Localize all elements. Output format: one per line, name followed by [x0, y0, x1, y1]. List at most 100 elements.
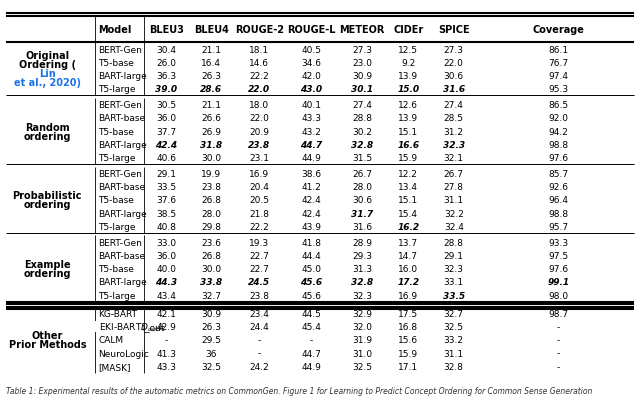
- Text: 16.9: 16.9: [249, 169, 269, 178]
- Text: 13.4: 13.4: [398, 182, 419, 191]
- Text: 30.0: 30.0: [201, 154, 221, 163]
- Text: 32.4: 32.4: [444, 222, 464, 231]
- Text: 94.2: 94.2: [548, 127, 568, 136]
- Text: -: -: [557, 335, 560, 344]
- Text: T5-base: T5-base: [99, 127, 134, 136]
- Text: Example: Example: [24, 259, 70, 270]
- Text: -: -: [164, 335, 168, 344]
- Text: 99.1: 99.1: [547, 278, 570, 287]
- Text: 86.1: 86.1: [548, 45, 568, 54]
- Text: 31.1: 31.1: [444, 349, 464, 357]
- Text: 16.2: 16.2: [397, 222, 419, 231]
- Text: 42.4: 42.4: [301, 196, 321, 205]
- Text: 40.0: 40.0: [156, 264, 177, 273]
- Text: 23.8: 23.8: [249, 291, 269, 300]
- Text: 98.0: 98.0: [548, 291, 568, 300]
- Text: 39.0: 39.0: [156, 85, 177, 94]
- Text: 31.9: 31.9: [352, 335, 372, 344]
- Text: CALM: CALM: [99, 335, 124, 344]
- Text: 17.5: 17.5: [398, 309, 419, 318]
- Text: 22.0: 22.0: [248, 85, 270, 94]
- Text: 28.6: 28.6: [200, 85, 222, 94]
- Text: -: -: [557, 349, 560, 357]
- Text: 32.7: 32.7: [444, 309, 464, 318]
- Text: 12.6: 12.6: [398, 101, 419, 110]
- Text: 44.9: 44.9: [301, 362, 321, 371]
- Text: 44.9: 44.9: [301, 154, 321, 163]
- Text: 29.1: 29.1: [444, 251, 464, 260]
- Text: 23.4: 23.4: [249, 309, 269, 318]
- Text: 42.9: 42.9: [156, 322, 177, 331]
- Text: 44.3: 44.3: [156, 278, 177, 287]
- Text: 41.2: 41.2: [301, 182, 321, 191]
- Text: 36.0: 36.0: [156, 114, 177, 123]
- Text: 32.5: 32.5: [201, 362, 221, 371]
- Text: 28.5: 28.5: [444, 114, 464, 123]
- Text: 92.6: 92.6: [548, 182, 568, 191]
- Text: 26.8: 26.8: [201, 196, 221, 205]
- Text: 45.0: 45.0: [301, 264, 321, 273]
- Text: 22.0: 22.0: [249, 114, 269, 123]
- Text: 44.7: 44.7: [301, 349, 321, 357]
- Text: 26.7: 26.7: [444, 169, 464, 178]
- Text: T5-base: T5-base: [99, 196, 134, 205]
- Text: T5-large: T5-large: [99, 222, 136, 231]
- Text: 32.9: 32.9: [352, 309, 372, 318]
- Text: Model: Model: [99, 25, 132, 35]
- Text: 36.0: 36.0: [156, 251, 177, 260]
- Text: 26.6: 26.6: [201, 114, 221, 123]
- Text: 32.3: 32.3: [352, 291, 372, 300]
- Text: 15.6: 15.6: [398, 335, 419, 344]
- Text: 21.1: 21.1: [201, 45, 221, 54]
- Text: 42.1: 42.1: [156, 309, 177, 318]
- Text: 15.1: 15.1: [398, 127, 419, 136]
- Text: 40.1: 40.1: [301, 101, 321, 110]
- Text: 97.6: 97.6: [548, 154, 568, 163]
- Text: T5-large: T5-large: [99, 85, 136, 94]
- Text: 24.5: 24.5: [248, 278, 270, 287]
- Text: -: -: [257, 349, 261, 357]
- Text: 9.2: 9.2: [401, 58, 415, 67]
- Text: Other: Other: [31, 330, 63, 340]
- Text: 26.0: 26.0: [156, 58, 177, 67]
- Text: T5-large: T5-large: [99, 291, 136, 300]
- Text: 44.4: 44.4: [301, 251, 321, 260]
- Text: 28.8: 28.8: [352, 114, 372, 123]
- Text: METEOR: METEOR: [339, 25, 385, 35]
- Text: 45.6: 45.6: [300, 278, 323, 287]
- Text: 20.9: 20.9: [249, 127, 269, 136]
- Text: 32.5: 32.5: [444, 322, 464, 331]
- Text: 13.9: 13.9: [398, 72, 419, 81]
- Text: 20.5: 20.5: [249, 196, 269, 205]
- Text: 98.8: 98.8: [548, 209, 568, 218]
- Text: 31.5: 31.5: [352, 154, 372, 163]
- Text: ROUGE-2: ROUGE-2: [235, 25, 284, 35]
- Text: 30.4: 30.4: [156, 45, 177, 54]
- Text: 28.0: 28.0: [201, 209, 221, 218]
- Text: BERT-Gen: BERT-Gen: [99, 169, 143, 178]
- Text: 30.0: 30.0: [201, 264, 221, 273]
- Text: 30.1: 30.1: [351, 85, 373, 94]
- Text: 41.3: 41.3: [156, 349, 177, 357]
- Text: 31.8: 31.8: [200, 140, 222, 149]
- Text: EKI-BART$D_{out}$: EKI-BART$D_{out}$: [99, 321, 159, 333]
- Text: -: -: [257, 335, 261, 344]
- Text: 97.5: 97.5: [548, 251, 568, 260]
- Text: ROUGE-L: ROUGE-L: [287, 25, 335, 35]
- Text: T5-base: T5-base: [99, 264, 134, 273]
- Text: 30.2: 30.2: [352, 127, 372, 136]
- Text: 30.9: 30.9: [201, 309, 221, 318]
- Text: 45.4: 45.4: [301, 322, 321, 331]
- Text: 19.3: 19.3: [249, 238, 269, 247]
- Text: 98.8: 98.8: [548, 140, 568, 149]
- Text: 40.5: 40.5: [301, 45, 321, 54]
- Text: 27.4: 27.4: [444, 101, 464, 110]
- Text: NeuroLogic: NeuroLogic: [99, 349, 149, 357]
- Text: 27.8: 27.8: [444, 182, 464, 191]
- Text: 40.8: 40.8: [156, 222, 177, 231]
- Text: 23.6: 23.6: [201, 238, 221, 247]
- Text: BART-large: BART-large: [99, 140, 147, 149]
- Text: 32.8: 32.8: [351, 140, 373, 149]
- Text: 26.3: 26.3: [201, 72, 221, 81]
- Text: 37.6: 37.6: [156, 196, 177, 205]
